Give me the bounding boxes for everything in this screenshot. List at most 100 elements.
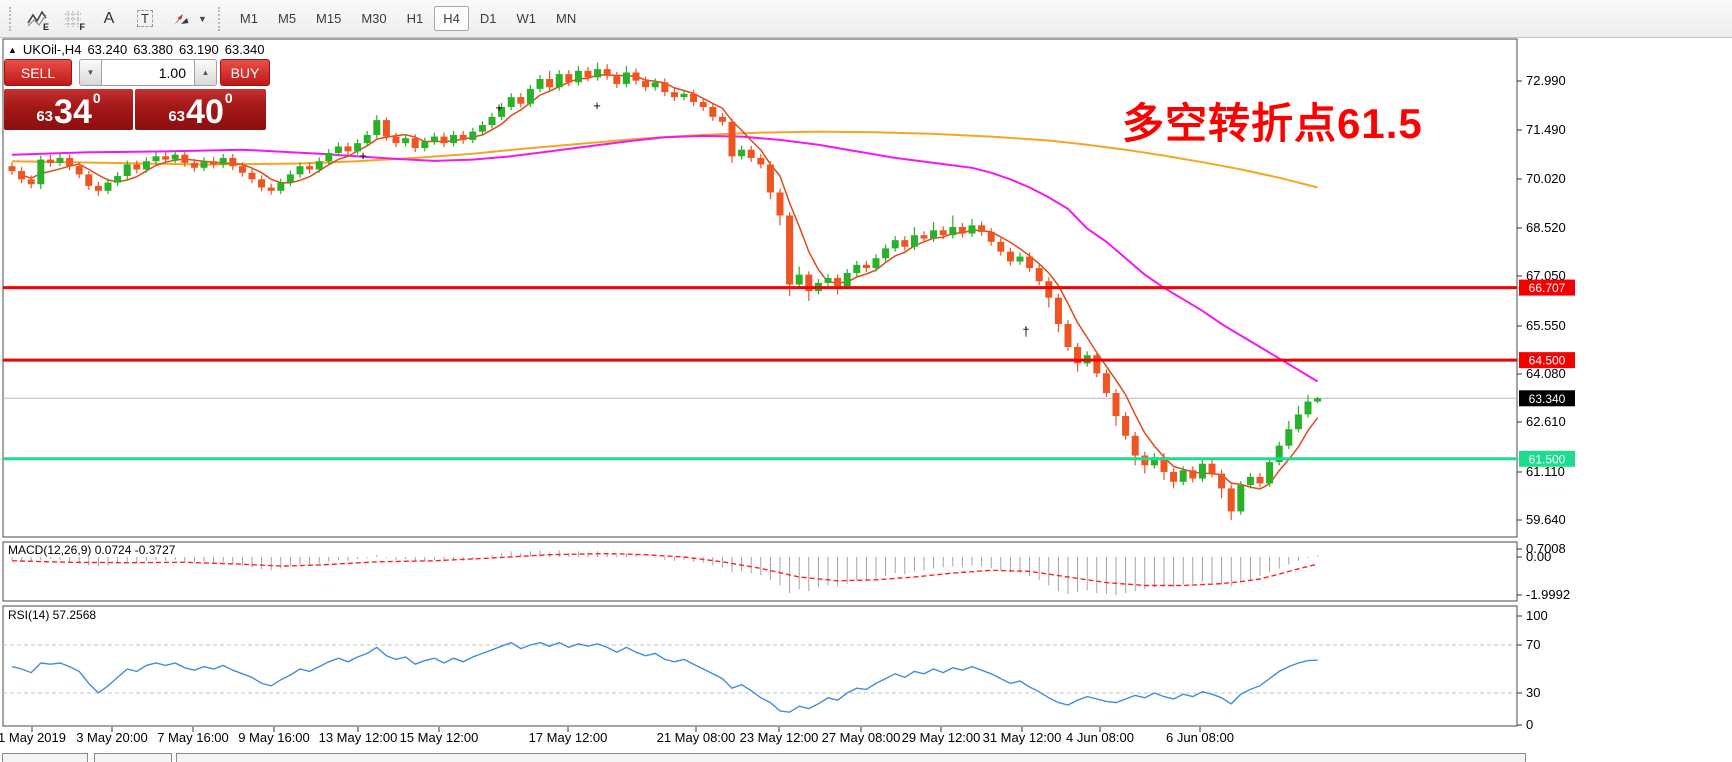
time-axis-label: 9 May 16:00 [238,730,310,745]
quote-symbol: UKOil-,H4 [22,42,82,57]
rsi-tick-label: 70 [1526,637,1540,652]
time-axis-label: 23 May 12:00 [740,730,819,745]
price-tick-label: 70.020 [1526,171,1566,186]
timeframe-button-h4[interactable]: H4 [434,6,469,31]
timeframe-button-w1[interactable]: W1 [516,11,537,26]
chart-marker-icon: + [495,100,503,115]
arrows-icon[interactable] [168,6,194,32]
ask-price-panel[interactable]: 63 40 0 [135,89,266,130]
spin-down-icon: ▼ [86,68,95,77]
timeframe-button-m1[interactable]: M1 [239,11,258,26]
price-badge-61.500 [1519,450,1575,467]
chart-canvas[interactable]: + + + † 72.990 71.490 70.020 68.520 67.050 65.550… [0,38,1732,762]
indicators-icon-sub: E [42,21,49,32]
price-tick-label: 67.050 [1526,268,1566,283]
price-badge-64.500-text: 64.500 [1529,354,1566,368]
chart-tab-2[interactable] [176,753,1526,762]
price-badge-66.707-text: 66.707 [1529,281,1566,295]
current-price-badge [1519,390,1575,407]
bid-main: 34 [54,92,92,131]
timeframe-button-m5[interactable]: M5 [277,11,297,26]
text-box-icon[interactable]: T [132,6,158,32]
macd-tick-label: 0.00 [1526,549,1551,564]
time-axis-label: 17 May 12:00 [529,730,608,745]
bid-prefix: 63 [36,108,54,125]
toolbar-grip[interactable] [9,6,13,31]
rsi-tick-label: 0 [1526,717,1533,732]
volume-decrease-button[interactable]: ▼ [79,59,102,86]
dotted-grid-icon [65,10,81,27]
chart-tab-strip [0,753,1732,762]
buy-button[interactable]: BUY [220,59,270,86]
zigzag-chart-icon [27,9,47,26]
bid-sup: 0 [92,90,101,106]
timeframe-button-d1[interactable]: D1 [479,11,497,26]
price-tick-label: 72.990 [1526,73,1566,88]
arrow-objects-icon [174,13,189,25]
price-badge-61.500-text: 61.500 [1529,452,1566,466]
drawing-tools-group: E F A T [18,6,213,32]
macd-panel-border [2,541,1518,602]
ask-main: 40 [186,92,224,131]
bid-price-panel[interactable]: 63 34 0 [4,89,133,130]
toolbar: E F A T [0,0,1732,38]
macd-indicator-label: MACD(12,26,9) 0.0724 -0.3727 [8,543,176,557]
volume-increase-button[interactable]: ▲ [194,59,217,86]
ma-slow-line [11,130,1318,189]
time-axis-label: 21 May 08:00 [657,730,736,745]
chart-marker-icon: + [359,148,367,163]
toolbar-grip-2[interactable] [217,6,222,31]
rsi-panel-border [2,605,1518,727]
time-axis-label: 3 May 20:00 [76,730,148,745]
text-label-icon[interactable]: A [103,9,115,27]
chart-marker-icon: + [593,98,601,113]
grid-icon[interactable]: F [60,6,86,32]
macd-tick-label: -1.9992 [1526,587,1570,602]
arrows-dropdown-caret[interactable]: ▼ [198,13,207,24]
chart-tab-0[interactable] [2,753,88,762]
spin-up-icon: ▲ [201,68,210,77]
time-axis: 1 May 2019 3 May 20:00 7 May 16:00 9 May 16… [0,727,1234,745]
chart-tab-1[interactable] [94,753,172,762]
timeframe-button-m15[interactable]: M15 [316,11,342,26]
ma-mid-line [11,134,1319,383]
price-tick-label: 68.520 [1526,220,1566,235]
time-axis-label: 4 Jun 08:00 [1066,730,1134,745]
time-axis-label: 13 May 12:00 [319,730,398,745]
timeframe-button-m30[interactable]: M30 [361,11,387,26]
rsi-line [11,641,1318,713]
time-axis-label: 6 Jun 08:00 [1166,730,1234,745]
symbol-triangle-icon: ▲ [8,44,17,55]
macd-tick-label: 0.7008 [1526,541,1566,556]
indicators-icon[interactable]: E [24,6,50,32]
quote-low: 63.190 [178,42,219,57]
sell-button[interactable]: SELL [4,59,72,86]
rsi-indicator-label: RSI(14) 57.2568 [8,608,97,622]
price-tick-label: 62.610 [1526,414,1566,429]
quote-open: 63.240 [87,42,128,57]
timeframe-button-h1[interactable]: H1 [406,11,424,26]
time-axis-label: 15 May 12:00 [400,730,479,745]
price-tick-label: 59.640 [1526,512,1566,527]
volume-input[interactable] [102,59,194,86]
quote-close: 63.340 [224,42,265,57]
timeframe-group: M1 M5 M15 M30 H1 H4 D1 W1 MN [231,6,585,31]
timeframe-button-mn[interactable]: MN [556,11,577,26]
chart-marker-icon: † [1022,324,1029,339]
price-tick-label: 65.550 [1526,318,1566,333]
price-tick-label: 64.080 [1526,366,1566,381]
price-badge-66.707 [1519,279,1575,296]
rsi-tick-label: 30 [1526,685,1540,700]
one-click-trade-widget: SELL ▼ ▲ BUY 63 34 0 63 40 0 [3,56,271,132]
quote-high: 63.380 [133,42,173,57]
macd-signal-line [11,552,1318,587]
time-axis-label: 29 May 12:00 [902,730,981,745]
time-axis-label: 1 May 2019 [0,730,66,745]
time-axis-label: 31 May 12:00 [983,730,1062,745]
price-axis: 72.990 71.490 70.020 68.520 67.050 65.550 64.0… [1517,73,1575,732]
price-tick-label: 71.490 [1526,122,1566,137]
macd-histogram [11,550,1319,595]
time-axis-label: 7 May 16:00 [157,730,229,745]
chart-text-annotation: 多空转折点61.5 [1122,100,1423,147]
